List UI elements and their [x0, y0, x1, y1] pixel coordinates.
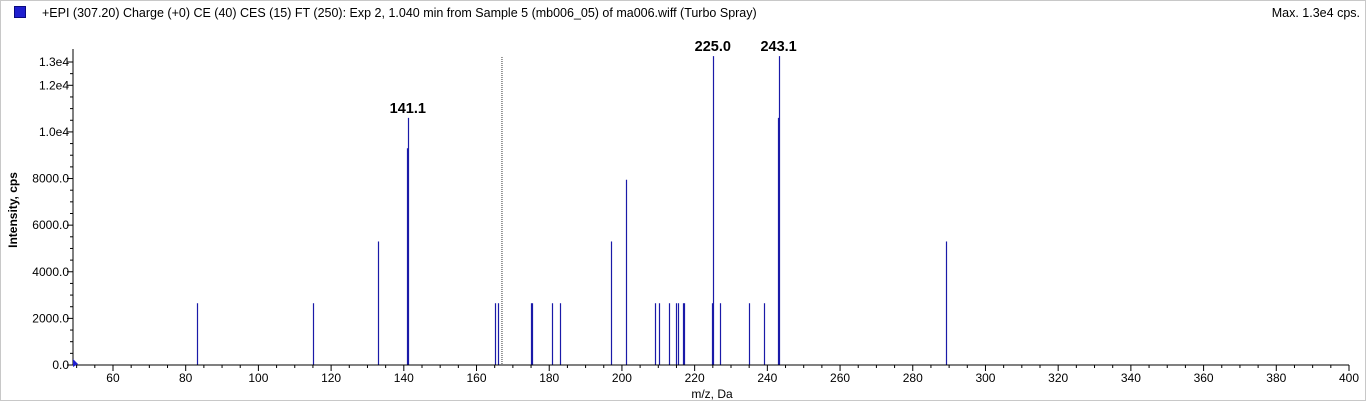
peak-label: 141.1	[390, 101, 426, 117]
x-tick-label: 360	[1194, 371, 1214, 385]
x-tick-label: 400	[1339, 371, 1359, 385]
y-tick-label: 1.3e4	[39, 55, 69, 69]
spectrum-header: +EPI (307.20) Charge (+0) CE (40) CES (1…	[0, 0, 1366, 26]
y-tick-label: 4000.0	[32, 265, 69, 279]
peak-label: 243.1	[760, 39, 796, 55]
x-tick-label: 300	[975, 371, 995, 385]
y-tick-label: 1.2e4	[39, 78, 69, 92]
axes: 60 80 100 120 140 160 180 200 220 240 260 280 300 320…	[32, 49, 1359, 385]
y-tick-label: 1.0e4	[39, 125, 69, 139]
y-axis-title: Intensity, cps	[6, 172, 20, 248]
x-tick-label: 280	[903, 371, 923, 385]
x-tick-label: 340	[1121, 371, 1141, 385]
x-tick-label: 80	[179, 371, 193, 385]
x-tick-label: 60	[106, 371, 120, 385]
peak-label: 225.0	[695, 39, 731, 55]
x-axis-title: m/z, Da	[691, 387, 733, 401]
spectrum-title: +EPI (307.20) Charge (+0) CE (40) CES (1…	[42, 6, 757, 20]
x-tick-label: 320	[1048, 371, 1068, 385]
x-tick-label: 160	[467, 371, 487, 385]
y-tick-label: 8000.0	[32, 172, 69, 186]
plot-area[interactable]: 141.1 225.0 243.1	[196, 39, 948, 365]
x-tick-label: 140	[394, 371, 414, 385]
y-tick-label: 2000.0	[32, 311, 69, 325]
x-tick-label: 180	[539, 371, 559, 385]
x-tick-label: 200	[612, 371, 632, 385]
x-tick-label: 380	[1266, 371, 1286, 385]
x-tick-label: 120	[321, 371, 341, 385]
y-tick-label: 6000.0	[32, 218, 69, 232]
max-intensity-label: Max. 1.3e4 cps.	[1271, 6, 1360, 20]
x-tick-label: 100	[248, 371, 268, 385]
y-tick-label: 0.0	[52, 358, 69, 372]
x-tick-label: 240	[757, 371, 777, 385]
series-color-swatch[interactable]	[14, 6, 26, 18]
x-tick-label: 220	[685, 371, 705, 385]
x-tick-label: 260	[830, 371, 850, 385]
origin-marker-icon	[73, 359, 78, 367]
